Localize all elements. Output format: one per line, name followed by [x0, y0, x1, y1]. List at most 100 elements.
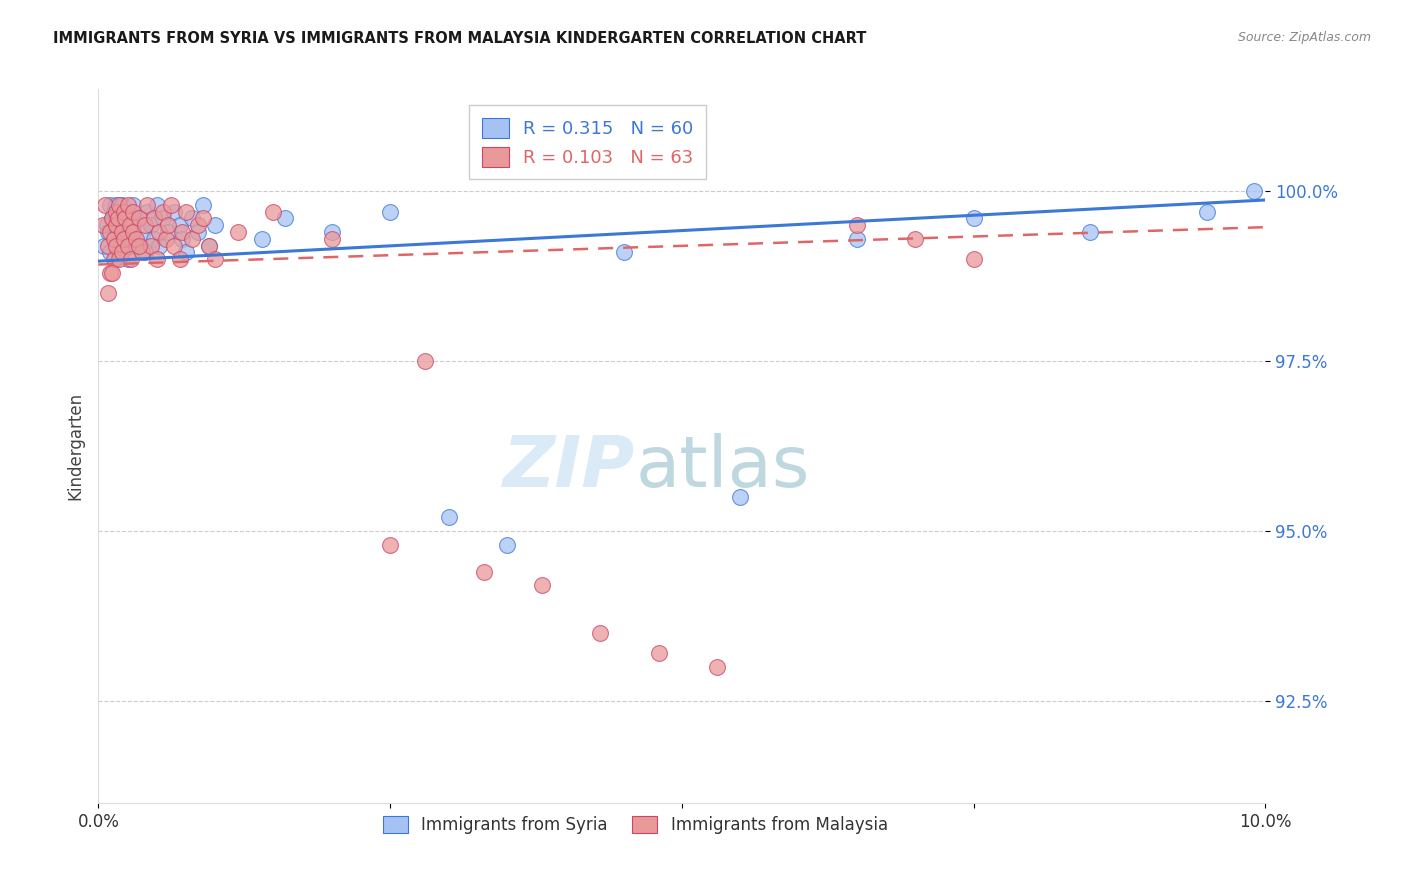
Point — [112, 218, 135, 232]
Point — [1080, 225, 1102, 239]
Point — [103, 232, 125, 246]
Point — [122, 198, 145, 212]
Point — [93, 238, 115, 252]
Point — [111, 225, 134, 239]
Legend: Immigrants from Syria, Immigrants from Malaysia: Immigrants from Syria, Immigrants from M… — [375, 809, 894, 841]
Point — [321, 232, 343, 246]
Point — [125, 238, 148, 252]
Point — [98, 266, 121, 280]
Point — [128, 238, 150, 252]
Text: IMMIGRANTS FROM SYRIA VS IMMIGRANTS FROM MALAYSIA KINDERGARTEN CORRELATION CHART: IMMIGRANTS FROM SYRIA VS IMMIGRANTS FROM… — [53, 31, 868, 46]
Point — [263, 204, 285, 219]
Point — [117, 238, 139, 252]
Text: atlas: atlas — [636, 433, 810, 502]
Point — [148, 238, 170, 252]
Point — [228, 225, 250, 239]
Point — [111, 232, 134, 246]
Point — [118, 204, 141, 219]
Point — [105, 211, 128, 226]
Point — [108, 245, 131, 260]
Point — [413, 354, 436, 368]
Point — [193, 198, 215, 212]
Point — [380, 204, 402, 219]
Point — [136, 204, 159, 219]
Point — [117, 198, 139, 212]
Point — [472, 565, 495, 579]
Point — [134, 218, 156, 232]
Text: Source: ZipAtlas.com: Source: ZipAtlas.com — [1237, 31, 1371, 45]
Point — [706, 660, 728, 674]
Point — [103, 252, 125, 266]
Point — [136, 198, 159, 212]
Point — [112, 238, 135, 252]
Point — [132, 225, 155, 239]
Point — [134, 245, 156, 260]
Point — [97, 238, 120, 252]
Point — [204, 218, 226, 232]
Point — [530, 578, 553, 592]
Point — [104, 252, 127, 266]
Point — [111, 198, 134, 212]
Point — [139, 218, 162, 232]
Point — [91, 218, 114, 232]
Point — [962, 252, 984, 266]
Point — [104, 218, 127, 232]
Point — [647, 646, 669, 660]
Point — [107, 225, 129, 239]
Point — [157, 225, 180, 239]
Point — [97, 225, 120, 239]
Point — [111, 245, 134, 260]
Point — [172, 232, 194, 246]
Point — [131, 245, 153, 260]
Point — [152, 204, 174, 219]
Point — [148, 225, 170, 239]
Point — [904, 232, 927, 246]
Point — [101, 211, 124, 226]
Point — [114, 211, 136, 226]
Point — [103, 204, 125, 219]
Point — [104, 204, 127, 219]
Point — [274, 211, 297, 226]
Point — [204, 252, 226, 266]
Point — [117, 225, 139, 239]
Point — [198, 238, 221, 252]
Point — [159, 198, 181, 212]
Point — [122, 218, 145, 232]
Point — [94, 198, 117, 212]
Y-axis label: Kindergarten: Kindergarten — [66, 392, 84, 500]
Point — [104, 238, 127, 252]
Point — [1197, 204, 1219, 219]
Point — [146, 252, 169, 266]
Point — [187, 218, 209, 232]
Point — [120, 252, 142, 266]
Point — [96, 218, 118, 232]
Point — [169, 252, 191, 266]
Point — [174, 204, 197, 219]
Point — [193, 211, 215, 226]
Point — [107, 211, 129, 226]
Point — [98, 245, 121, 260]
Point — [169, 218, 191, 232]
Point — [157, 218, 180, 232]
Point — [104, 238, 127, 252]
Point — [163, 238, 186, 252]
Point — [152, 211, 174, 226]
Point — [187, 225, 209, 239]
Point — [437, 510, 460, 524]
Point — [496, 537, 519, 551]
Point — [104, 198, 127, 212]
Point — [103, 232, 125, 246]
Point — [125, 232, 148, 246]
Point — [101, 266, 124, 280]
Point — [108, 252, 131, 266]
Point — [97, 286, 120, 301]
Text: ZIP: ZIP — [503, 433, 636, 502]
Point — [174, 245, 197, 260]
Point — [250, 232, 273, 246]
Point — [143, 232, 166, 246]
Point — [118, 218, 141, 232]
Point — [98, 225, 121, 239]
Point — [114, 211, 136, 226]
Point — [117, 252, 139, 266]
Point — [172, 225, 194, 239]
